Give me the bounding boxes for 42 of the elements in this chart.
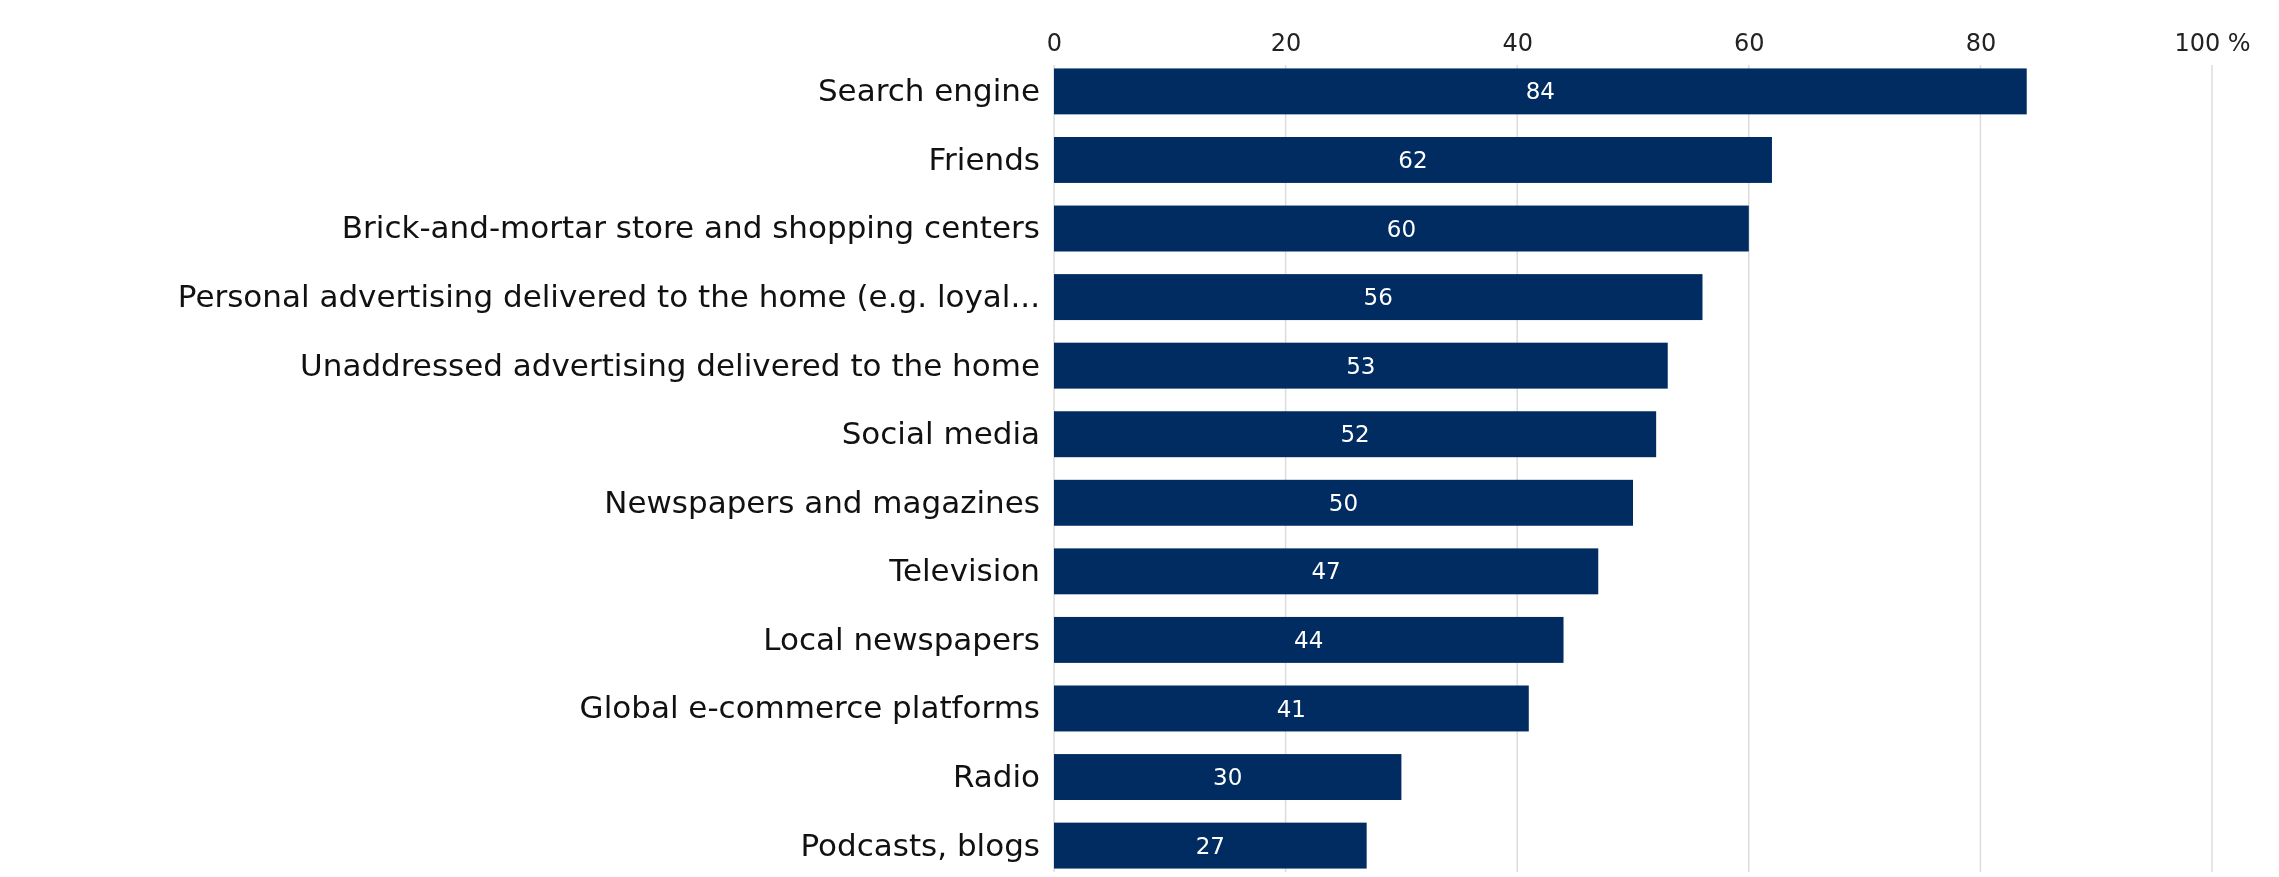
y-tick-label: Local newspapers bbox=[763, 620, 1040, 657]
data-label: 44 bbox=[1294, 626, 1324, 653]
y-tick-label: Radio bbox=[952, 757, 1040, 794]
bar bbox=[1054, 411, 1657, 458]
bar bbox=[1054, 822, 1367, 869]
data-label: 60 bbox=[1386, 215, 1417, 242]
data-label: 47 bbox=[1311, 558, 1341, 585]
data-label: 27 bbox=[1195, 832, 1225, 859]
x-tick-label: 40 bbox=[1502, 29, 1533, 57]
x-tick-label: 60 bbox=[1734, 29, 1765, 57]
bar bbox=[1054, 205, 1749, 252]
y-tick-label: Podcasts, blogs bbox=[800, 826, 1040, 863]
y-tick-label: Television bbox=[888, 552, 1040, 589]
y-tick-label: Newspapers and magazines bbox=[604, 483, 1040, 520]
data-label: 62 bbox=[1398, 147, 1428, 174]
x-tick-label: 20 bbox=[1270, 29, 1302, 57]
y-tick-label: Friends bbox=[928, 140, 1040, 177]
y-tick-label: Search engine bbox=[817, 72, 1040, 109]
bar bbox=[1054, 616, 1564, 663]
bar bbox=[1054, 136, 1772, 183]
data-label: 84 bbox=[1525, 78, 1555, 105]
data-label: 52 bbox=[1340, 421, 1370, 448]
data-label: 30 bbox=[1213, 764, 1243, 791]
y-tick-label: Global e-commerce platforms bbox=[579, 689, 1040, 726]
bar bbox=[1054, 754, 1402, 801]
bar bbox=[1054, 68, 2027, 115]
x-tick-label: 0 bbox=[1046, 29, 1063, 57]
bar bbox=[1054, 479, 1633, 526]
y-tick-label: Social media bbox=[841, 415, 1040, 452]
bar bbox=[1054, 685, 1529, 732]
y-tick-label: Unaddressed advertising delivered to the home bbox=[300, 346, 1040, 383]
bar bbox=[1054, 342, 1668, 389]
data-label: 41 bbox=[1276, 695, 1307, 722]
data-label: 53 bbox=[1346, 352, 1376, 379]
x-tick-label: 100 % bbox=[2174, 29, 2251, 57]
y-tick-label: Brick-and-mortar store and shopping centers bbox=[341, 209, 1040, 246]
data-label: 50 bbox=[1328, 489, 1359, 516]
data-label: 56 bbox=[1363, 284, 1393, 311]
bar bbox=[1054, 274, 1703, 321]
bar bbox=[1054, 548, 1599, 595]
y-tick-label: Personal advertising delivered to the home (e.g. loyal... bbox=[177, 278, 1040, 315]
x-tick-label: 80 bbox=[1965, 29, 1997, 57]
